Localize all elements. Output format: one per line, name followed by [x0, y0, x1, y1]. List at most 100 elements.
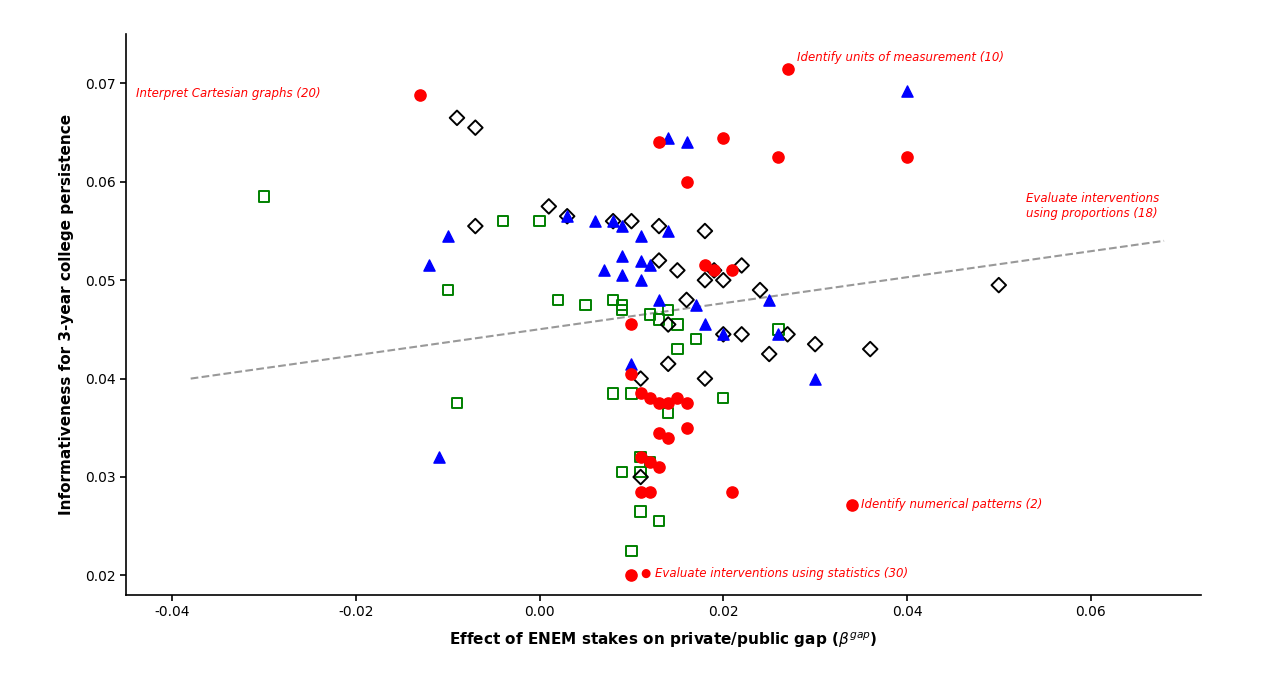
Point [648, 462, 669, 473]
Point [622, 545, 642, 556]
Point [612, 466, 632, 477]
Point [676, 176, 696, 187]
Point [648, 294, 669, 305]
Point [557, 211, 578, 222]
Point [659, 132, 679, 143]
Point [769, 329, 789, 340]
Point [622, 358, 642, 369]
Point [631, 486, 651, 497]
Point [659, 304, 679, 315]
Point [428, 452, 449, 463]
Point [713, 329, 733, 340]
Point [676, 397, 696, 408]
Point [640, 309, 660, 320]
Point [676, 422, 696, 433]
Point [732, 260, 752, 271]
Point [603, 215, 623, 226]
Point [897, 152, 918, 163]
Point [648, 428, 669, 438]
Point [612, 269, 632, 280]
Point [695, 275, 715, 286]
Point [659, 408, 679, 419]
Point [648, 221, 669, 232]
Point [760, 294, 780, 305]
Point [622, 570, 642, 581]
Point [465, 122, 485, 133]
Point [659, 397, 679, 408]
Point [695, 373, 715, 384]
Point [769, 152, 789, 163]
Point [695, 260, 715, 271]
Point [603, 294, 623, 305]
Point [667, 343, 688, 354]
Text: Interpret Cartesian graphs (20): Interpret Cartesian graphs (20) [135, 87, 320, 100]
Point [750, 285, 770, 295]
Point [631, 373, 651, 384]
Point [631, 506, 651, 517]
Point [612, 304, 632, 315]
Point [695, 226, 715, 237]
Point [631, 466, 651, 477]
Point [667, 265, 688, 276]
Point [659, 432, 679, 443]
Point [594, 265, 614, 276]
Point [640, 260, 660, 271]
Point [713, 393, 733, 404]
Point [631, 231, 651, 241]
Point [420, 260, 440, 271]
Point [860, 343, 880, 354]
Point [622, 215, 642, 226]
Text: Identify units of measurement (10): Identify units of measurement (10) [796, 51, 1004, 64]
Point [575, 300, 595, 311]
Point [622, 368, 642, 379]
X-axis label: Effect of ENEM stakes on private/public gap ($\beta^{gap}$): Effect of ENEM stakes on private/public … [450, 631, 877, 650]
Point [631, 388, 651, 399]
Point [640, 457, 660, 468]
Point [631, 255, 651, 266]
Point [722, 486, 742, 497]
Point [612, 250, 632, 261]
Point [659, 226, 679, 237]
Text: Evaluate interventions
using proportions (18): Evaluate interventions using proportions… [1026, 192, 1159, 220]
Point [254, 191, 274, 202]
Text: Identify numerical patterns (2): Identify numerical patterns (2) [861, 498, 1043, 511]
Point [685, 334, 705, 345]
Point [530, 215, 550, 226]
Point [722, 265, 742, 276]
Point [659, 319, 679, 330]
Point [805, 373, 825, 384]
Point [622, 319, 642, 330]
Point [447, 112, 468, 123]
Point [648, 255, 669, 266]
Point [538, 201, 559, 212]
Point [648, 314, 669, 325]
Point [631, 452, 651, 463]
Point [648, 516, 669, 527]
Point [631, 275, 651, 286]
Point [842, 499, 862, 510]
Point [713, 275, 733, 286]
Text: ● Evaluate interventions using statistics (30): ● Evaluate interventions using statistic… [641, 567, 908, 580]
Point [667, 319, 688, 330]
Point [410, 90, 430, 101]
Point [676, 294, 696, 305]
Point [612, 221, 632, 232]
Point [777, 329, 798, 340]
Point [557, 211, 578, 222]
Point [667, 393, 688, 404]
Point [713, 329, 733, 340]
Point [897, 86, 918, 96]
Point [585, 215, 605, 226]
Y-axis label: Informativeness for 3-year college persistence: Informativeness for 3-year college persi… [59, 114, 75, 515]
Point [437, 285, 458, 295]
Point [631, 452, 651, 463]
Point [659, 358, 679, 369]
Point [648, 137, 669, 148]
Point [622, 388, 642, 399]
Point [648, 397, 669, 408]
Point [631, 471, 651, 482]
Point [777, 63, 798, 74]
Point [493, 215, 513, 226]
Point [640, 457, 660, 468]
Point [640, 486, 660, 497]
